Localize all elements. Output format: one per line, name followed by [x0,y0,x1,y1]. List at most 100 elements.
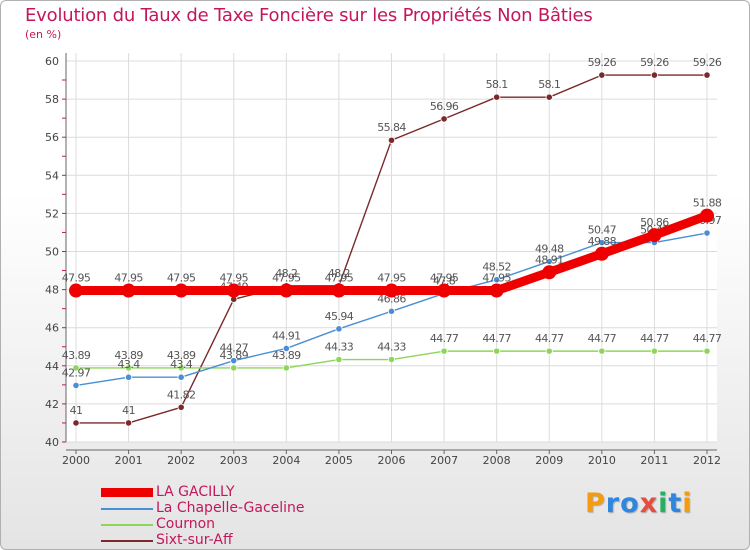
proxiti-logo: Proxiti [585,488,693,519]
data-point [437,283,452,298]
data-label: 47.95 [482,272,511,285]
data-label: 56.96 [430,100,459,113]
data-point [230,357,238,365]
y-tick-label: 40 [45,436,59,449]
data-point [545,347,553,355]
data-label: 44.27 [220,342,249,355]
legend-item: LA GACILLY [101,484,401,501]
logo-letter: r [605,488,621,519]
data-point [177,373,185,381]
data-point [121,283,136,298]
data-label: 47.95 [167,272,196,285]
y-tick-label: 44 [45,360,59,373]
data-label: 41 [122,404,135,417]
series-la-gacilly: 47.95 47.95 47.95 47.95 47.95 47.95 47.95 47.95… [62,197,722,298]
data-label: 43.89 [114,349,143,362]
data-point [335,355,343,364]
data-label: 48.52 [482,261,511,274]
data-point [387,136,396,144]
x-tick-label: 2004 [272,454,300,467]
y-tick-label: 50 [45,246,59,259]
data-point [440,115,448,123]
data-label: 44.77 [430,332,459,345]
data-label: 47.95 [272,272,301,285]
legend-swatch [101,488,153,497]
x-tick-label: 2005 [325,454,353,467]
data-label: 41.82 [167,388,196,401]
data-point [282,364,290,372]
data-point [545,257,553,266]
legend-swatch [101,508,153,510]
data-point [493,276,501,284]
data-label: 47.95 [220,272,249,285]
legend-label: La Chapelle-Gaceline [156,500,305,516]
data-point [72,419,80,427]
legend-swatch [101,524,153,526]
series-sixt-sur-aff: 414141.8247.4948.248.255.8456.9658.158.1… [70,56,722,427]
data-point [387,355,396,364]
chart-unit-label: (en %) [25,28,62,41]
data-point [72,381,80,390]
series-la-chapelle-gaceline: 42.97 43.4 43.4 44.27 44.91 45.94 46.86 47.8 48.… [62,214,722,390]
data-point [594,246,609,261]
data-label: 59.26 [693,56,722,69]
legend-swatch [101,540,153,542]
data-label: 48.91 [535,253,564,266]
legend-item: La Chapelle-Gaceline [101,500,401,517]
data-point [387,307,396,315]
data-point [703,71,711,79]
legend-item: Cournon [101,516,401,533]
x-tick-label: 2007 [430,454,458,467]
data-point [545,93,553,101]
data-point [493,93,501,101]
data-point [384,283,399,298]
data-point [177,403,185,411]
logo-letter: o [620,488,640,519]
data-label: 46.86 [377,292,406,305]
y-tick-label: 60 [45,55,59,68]
y-tick-label: 48 [45,284,59,297]
data-label: 48.2 [275,267,297,280]
y-tick-label: 54 [45,169,59,182]
data-point [440,347,448,355]
chart-legend: LA GACILLY La Chapelle-Gaceline Cournon Six… [101,484,401,549]
data-label: 44.33 [325,341,354,354]
y-tick-label: 42 [45,398,59,411]
data-point [69,283,83,298]
data-label: 49.88 [588,235,617,248]
data-label: 42.97 [62,366,91,379]
chart-title: Evolution du Taux de Taxe Foncière sur l… [25,5,593,26]
data-label: 58.1 [486,78,508,91]
data-label: 55.84 [377,121,406,134]
data-label: 51.88 [693,197,722,210]
x-tick-label: 2002 [167,454,195,467]
data-point [700,208,714,223]
data-point [177,364,185,372]
x-tick-label: 2008 [483,454,511,467]
data-point [493,347,501,355]
data-label: 43.89 [62,349,91,362]
data-point [650,71,659,79]
data-point [282,344,290,353]
data-label: 44.77 [588,332,617,345]
legend-label: LA GACILLY [156,484,235,500]
logo-letter: t [668,488,683,519]
data-label: 44.91 [272,329,301,342]
data-point [230,364,238,372]
data-point [226,283,241,298]
data-label: 47.95 [430,272,459,285]
data-label: 59.26 [640,56,669,69]
data-label: 43.89 [272,349,301,362]
data-point [542,265,557,280]
data-label: 50.86 [640,216,669,229]
data-label: 45.94 [325,310,354,323]
data-label: 44.77 [640,332,669,345]
data-label: 43.4 [118,358,141,371]
data-point [598,71,606,79]
data-point [124,364,133,372]
data-point [598,238,606,247]
data-label: 47.95 [377,272,406,285]
